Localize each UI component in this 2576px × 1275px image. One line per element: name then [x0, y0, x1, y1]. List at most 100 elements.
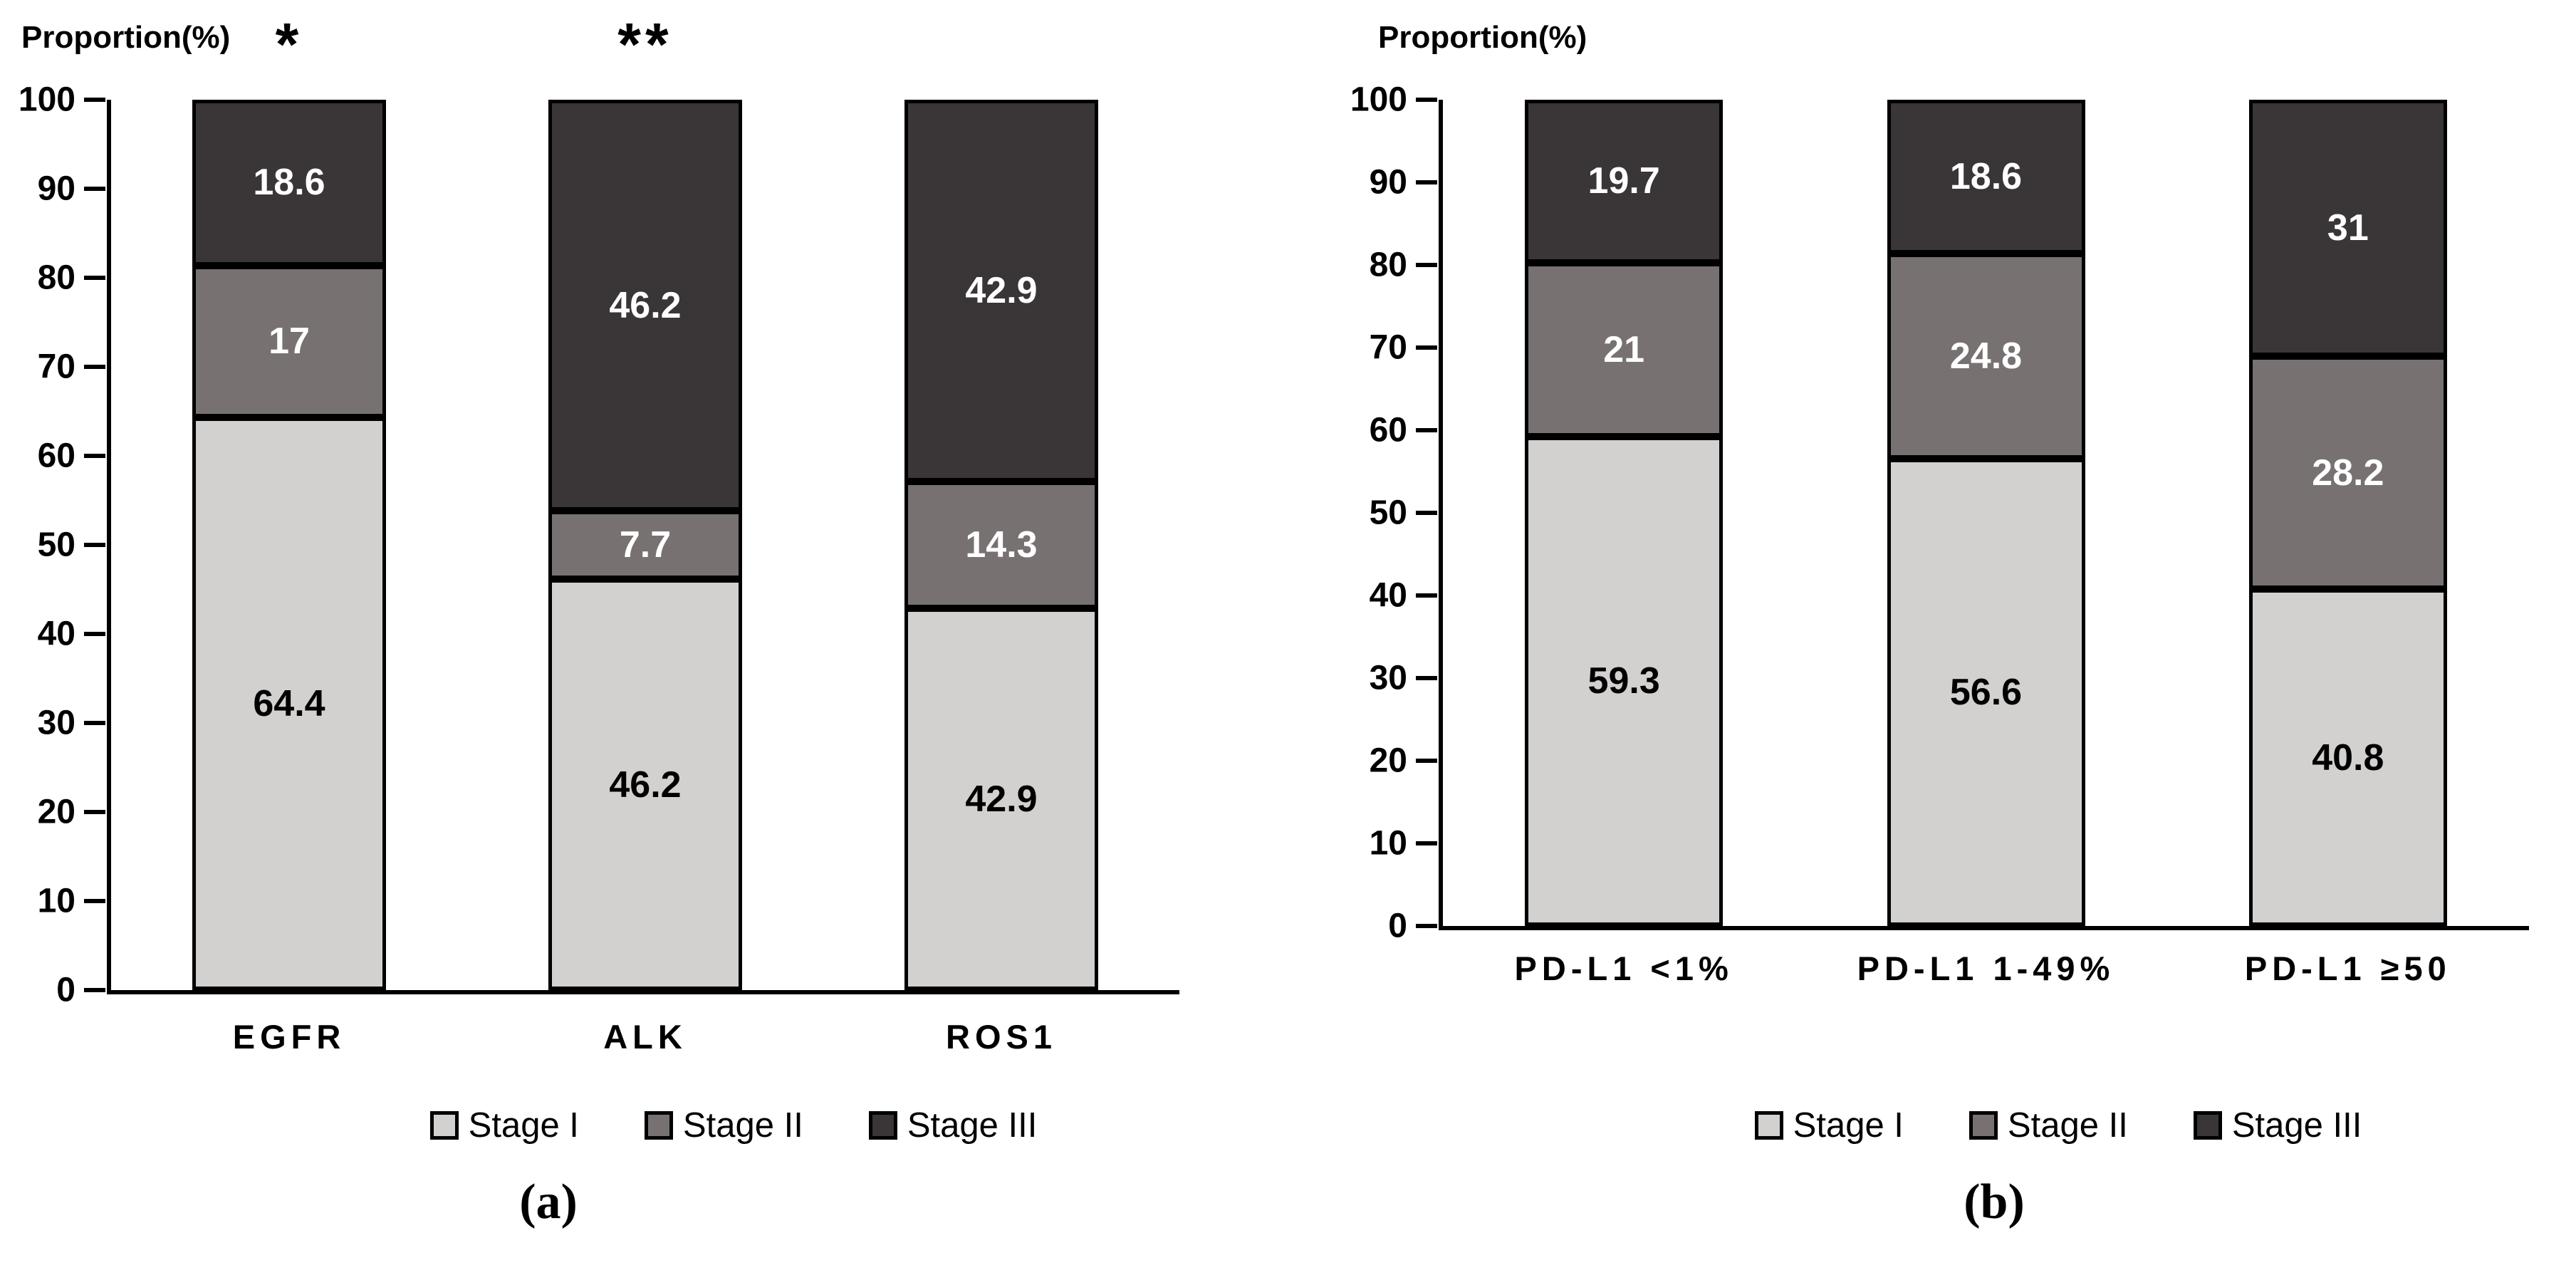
y-axis-tick — [1416, 924, 1437, 928]
y-axis-tick-label: 70 — [37, 348, 75, 386]
bar-segment-label: 18.6 — [1949, 155, 2023, 197]
x-axis-label: PD-L1 <1% — [1514, 949, 1733, 987]
y-axis-tick-label: 20 — [37, 793, 75, 831]
x-axis-label: PD-L1 1-49% — [1857, 949, 2115, 987]
y-axis-tick-label: 50 — [37, 526, 75, 564]
legend-label: Stage III — [907, 1106, 1038, 1145]
bar-segment-label: 56.6 — [1949, 671, 2023, 713]
y-axis-tick-label: 90 — [1369, 163, 1407, 202]
y-axis-tick-label: 60 — [1369, 411, 1407, 449]
bar-segment-label: 64.4 — [253, 682, 325, 724]
y-axis-tick — [1416, 841, 1437, 845]
y-axis-tick — [1416, 511, 1437, 515]
stacked-bar: 42.9 14.3 42.9 — [904, 100, 1098, 990]
stacked-bar: 18.6 17 64.4 — [192, 100, 386, 990]
y-axis-title-b: Proportion(%) — [1378, 20, 1587, 55]
bar-segment: 46.2 — [548, 579, 742, 990]
y-axis-tick — [1416, 759, 1437, 763]
y-axis-tick — [84, 543, 105, 547]
legend-swatch — [1754, 1111, 1783, 1140]
y-axis-tick — [1416, 676, 1437, 680]
legend-item: Stage III — [2193, 1105, 2362, 1145]
y-axis-tick-label: 0 — [1388, 907, 1407, 945]
y-axis-tick — [1416, 593, 1437, 598]
bar-segment: 24.8 — [1887, 253, 2085, 459]
y-axis-tick-label: 10 — [1369, 824, 1407, 863]
bar-segment-label: 14.3 — [965, 524, 1038, 566]
y-axis-tick-label: 80 — [1369, 246, 1407, 284]
legend-item: Stage I — [1754, 1105, 1904, 1145]
y-axis-tick — [84, 632, 105, 636]
bar-segment: 31 — [2248, 100, 2447, 356]
y-axis-tick-label: 70 — [1369, 328, 1407, 367]
bar-segment: 40.8 — [2248, 589, 2447, 926]
y-axis-tick — [84, 98, 105, 102]
y-axis-tick — [1416, 180, 1437, 184]
y-axis-title-a: Proportion(%) — [21, 20, 231, 55]
bar-segment: 28.2 — [2248, 356, 2447, 589]
y-axis-tick-label: 40 — [37, 615, 75, 653]
bar-segment: 21 — [1525, 262, 1724, 437]
stacked-bar: 31 28.2 40.8 — [2248, 100, 2447, 926]
y-axis-tick-label: 60 — [37, 437, 75, 475]
bar-segment-label: 28.2 — [2312, 452, 2384, 494]
y-axis-tick-label: 30 — [1369, 659, 1407, 697]
legend-label: Stage I — [1793, 1106, 1904, 1145]
legend-item: Stage II — [1968, 1105, 2128, 1145]
significance-annotation: * — [275, 11, 303, 78]
legend-label: Stage II — [682, 1106, 803, 1145]
bar-segment: 14.3 — [904, 481, 1098, 609]
caption-a: (a) — [519, 1175, 578, 1229]
bar-segment-label: 21 — [1603, 328, 1645, 370]
bar-segment-label: 46.2 — [609, 284, 682, 326]
x-axis-label: ROS1 — [946, 1018, 1057, 1056]
y-axis-tick-label: 100 — [1350, 80, 1407, 119]
y-axis-tick — [1416, 263, 1437, 267]
bar-segment-label: 17 — [268, 321, 310, 363]
y-axis-tick-label: 40 — [1369, 576, 1407, 615]
y-axis-tick-label: 50 — [1369, 494, 1407, 532]
legend-item: Stage III — [868, 1105, 1038, 1145]
y-axis-tick-label: 20 — [1369, 741, 1407, 780]
legend-item: Stage I — [429, 1105, 579, 1145]
y-axis-tick — [84, 187, 105, 191]
y-axis-tick — [84, 365, 105, 369]
y-axis-tick-label: 0 — [56, 971, 75, 1009]
bar-segment-label: 59.3 — [1587, 660, 1660, 702]
y-axis-tick — [84, 276, 105, 280]
significance-annotation: ** — [617, 11, 673, 78]
y-axis-tick — [84, 454, 105, 458]
bar-segment-label: 24.8 — [1949, 335, 2023, 377]
legend-a: Stage I Stage II Stage III — [185, 1105, 1282, 1145]
x-axis-label: ALK — [603, 1018, 687, 1056]
legend-swatch — [429, 1111, 459, 1140]
stacked-bar: 46.2 7.7 46.2 — [548, 100, 742, 990]
bar-segment-label: 42.9 — [965, 269, 1038, 311]
bar-segment: 46.2 — [548, 100, 742, 511]
caption-b: (b) — [1964, 1175, 2025, 1229]
bar-segment-label: 19.7 — [1587, 160, 1660, 202]
y-axis-tick-label: 80 — [37, 259, 75, 297]
bar-segment: 7.7 — [548, 511, 742, 579]
legend-label: Stage II — [2007, 1106, 2128, 1145]
y-axis-tick-label: 100 — [18, 80, 75, 119]
bar-segment-label: 40.8 — [2312, 737, 2384, 779]
y-axis-tick-label: 30 — [37, 704, 75, 742]
bar-segment-label: 42.9 — [965, 779, 1038, 821]
y-axis-tick — [84, 810, 105, 814]
bar-segment: 17 — [192, 265, 386, 417]
stacked-bar: 18.6 24.8 56.6 — [1887, 100, 2085, 926]
legend-item: Stage II — [644, 1105, 803, 1145]
legend-label: Stage I — [468, 1106, 579, 1145]
legend-swatch — [644, 1111, 673, 1140]
plot-area-a: 100 90 80 70 60 50 40 30 20 10 0 18.6 17 64.4 * EGFR 46.… — [19, 11, 1179, 1056]
y-axis-tick-label: 90 — [37, 170, 75, 208]
legend-swatch — [868, 1111, 897, 1140]
legend-swatch — [1968, 1111, 1998, 1140]
legend-b: Stage I Stage II Stage III — [1510, 1105, 2576, 1145]
plot-area-b: 100 90 80 70 60 50 40 30 20 10 0 19.7 21 59.3 PD-L1 <1… — [1350, 81, 2529, 987]
bar-segment: 64.4 — [192, 417, 386, 990]
bar-segment: 42.9 — [904, 608, 1098, 990]
y-axis-tick — [1416, 98, 1437, 102]
